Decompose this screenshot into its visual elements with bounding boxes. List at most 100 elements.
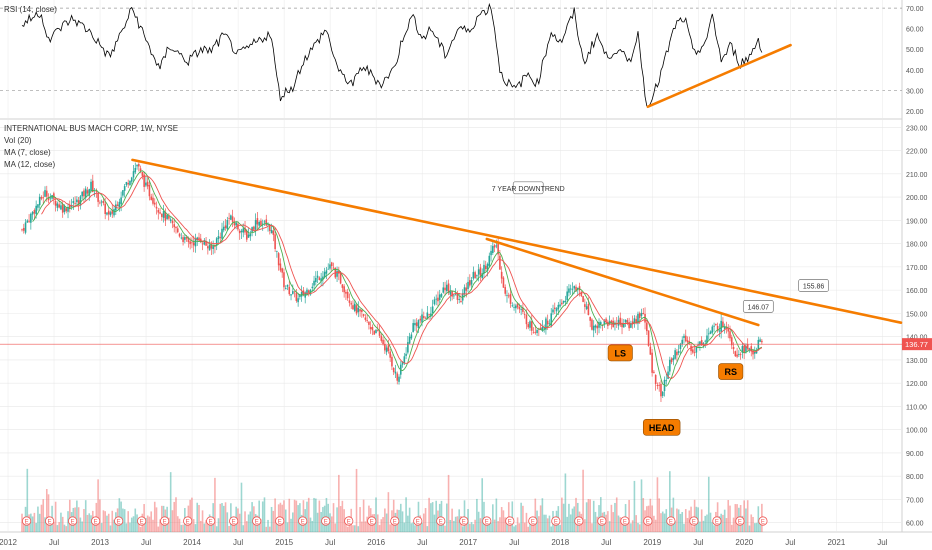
volume-bar: [201, 510, 204, 532]
candle-body: [21, 229, 23, 231]
candle-body: [134, 167, 137, 173]
candle-body: [237, 223, 239, 230]
candle-body: [493, 245, 496, 248]
candle-body: [311, 286, 314, 289]
candle-body: [102, 201, 105, 204]
candle-body: [30, 213, 32, 223]
volume-bar: [56, 525, 59, 532]
candle-body: [178, 233, 181, 237]
candle-body: [557, 304, 560, 310]
volume-bar: [750, 514, 753, 532]
candle-body: [327, 268, 330, 270]
candle-body: [598, 322, 600, 328]
candle-body: [231, 216, 234, 222]
volume-bar: [440, 500, 443, 532]
candle-body: [247, 234, 250, 238]
candle-body: [670, 358, 673, 363]
earnings-marker: [114, 516, 124, 526]
earnings-marker: [160, 516, 170, 526]
candle-body: [715, 324, 717, 326]
volume-bar: [472, 524, 475, 532]
earnings-marker: [597, 516, 607, 526]
earnings-marker-label: E: [692, 520, 696, 526]
candle-body: [207, 246, 209, 249]
volume-bar: [258, 500, 260, 532]
candle-body: [189, 241, 191, 245]
candle-body: [77, 200, 80, 205]
volume-bar: [198, 505, 200, 532]
candle-body: [194, 238, 197, 247]
volume-bar: [424, 508, 427, 532]
candle-body: [95, 191, 98, 192]
candle-body: [686, 340, 689, 343]
candle-body: [674, 350, 676, 359]
candle-body: [417, 320, 420, 329]
volume-bar: [596, 516, 599, 532]
volume-bar: [336, 507, 338, 532]
volume-bar: [366, 516, 368, 532]
volume-bar: [240, 482, 243, 532]
volume-bar: [669, 471, 671, 532]
candle-body: [750, 346, 753, 352]
candle-body: [173, 224, 176, 228]
candle-body: [371, 326, 374, 331]
candle-body: [665, 380, 668, 382]
candle-body: [68, 205, 71, 210]
candle-body: [720, 320, 722, 332]
volume-bar: [260, 519, 262, 532]
candle-body: [727, 328, 730, 332]
candle-body: [290, 294, 292, 296]
volume-bar: [107, 513, 110, 532]
candle-body: [127, 183, 130, 185]
candle-body: [81, 191, 83, 197]
volume-bar: [704, 515, 707, 532]
time-tick-label: Jul: [417, 538, 427, 547]
volume-bar: [499, 517, 501, 532]
volume-bar: [509, 519, 512, 532]
volume-bar: [470, 522, 473, 532]
volume-bar: [693, 499, 696, 532]
volume-bar: [185, 525, 188, 532]
volume-bar: [723, 509, 726, 532]
candle-body: [357, 307, 360, 313]
price-tick-label: 170.00: [906, 265, 928, 272]
volume-bar: [458, 509, 460, 532]
volume-bar: [58, 522, 60, 532]
earnings-marker-label: E: [600, 520, 604, 526]
candle-body: [518, 306, 521, 310]
volume-bar: [33, 512, 36, 532]
earnings-marker: [758, 516, 768, 526]
candle-body: [761, 340, 763, 343]
volume-bar: [136, 514, 138, 532]
candle-body: [566, 291, 568, 301]
candle-body: [221, 228, 223, 239]
candle-body: [104, 203, 106, 215]
volume-bar: [267, 519, 269, 532]
candle-body: [654, 374, 657, 385]
earnings-marker: [643, 516, 653, 526]
earnings-marker-label: E: [393, 520, 397, 526]
volume-bar: [410, 523, 413, 532]
candle-body: [54, 201, 57, 206]
candle-body: [394, 371, 397, 374]
candle-body: [316, 275, 319, 278]
volume-bar: [375, 497, 377, 532]
candle-body: [405, 353, 407, 356]
candle-body: [33, 210, 36, 214]
volume-bar: [515, 525, 517, 532]
candle-body: [734, 351, 737, 357]
candle-body: [679, 343, 682, 349]
volume-bar: [325, 497, 328, 532]
candle-body: [269, 224, 271, 231]
axes: 230.00 220.00 210.00 200.00 190.00 180.00 170.…: [0, 6, 932, 547]
candle-body: [736, 354, 738, 357]
candle-body: [150, 196, 153, 200]
volume-bar: [155, 507, 158, 532]
candle-body: [380, 335, 383, 341]
candle-body: [525, 314, 528, 325]
candle-body: [272, 230, 275, 235]
candle-body: [306, 289, 308, 295]
time-tick-label: Jul: [141, 538, 151, 547]
volume-bar: [129, 522, 131, 532]
volume-bar: [399, 503, 402, 532]
